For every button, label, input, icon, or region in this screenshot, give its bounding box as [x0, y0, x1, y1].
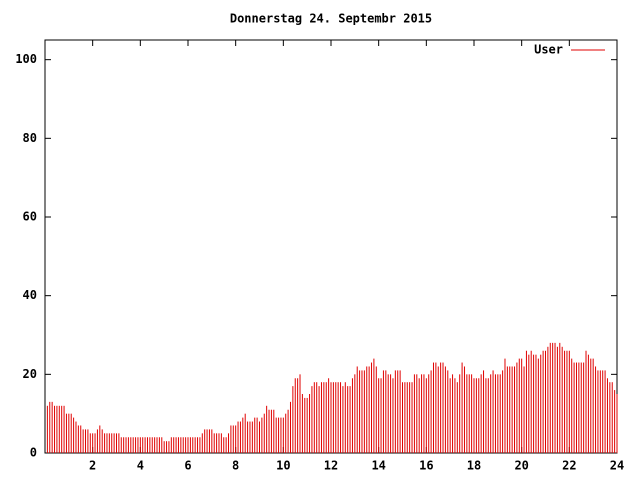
x-tick-label: 20 — [514, 459, 528, 473]
x-tick-label: 12 — [324, 459, 338, 473]
x-tick-label: 6 — [184, 459, 191, 473]
y-tick-label: 80 — [23, 131, 37, 145]
x-tick-label: 14 — [371, 459, 385, 473]
x-tick-label: 10 — [276, 459, 290, 473]
x-tick-label: 8 — [232, 459, 239, 473]
legend-label: User — [534, 43, 563, 57]
y-tick-label: 100 — [15, 52, 37, 66]
y-tick-label: 20 — [23, 367, 37, 381]
x-tick-label: 18 — [467, 459, 481, 473]
x-tick-label: 22 — [562, 459, 576, 473]
x-tick-label: 16 — [419, 459, 433, 473]
chart-title: Donnerstag 24. Septembr 2015 — [230, 12, 432, 26]
y-tick-label: 60 — [23, 210, 37, 224]
y-tick-label: 40 — [23, 288, 37, 302]
x-tick-label: 4 — [137, 459, 144, 473]
x-tick-label: 24 — [610, 459, 624, 473]
y-tick-label: 0 — [30, 446, 37, 460]
x-tick-label: 2 — [89, 459, 96, 473]
